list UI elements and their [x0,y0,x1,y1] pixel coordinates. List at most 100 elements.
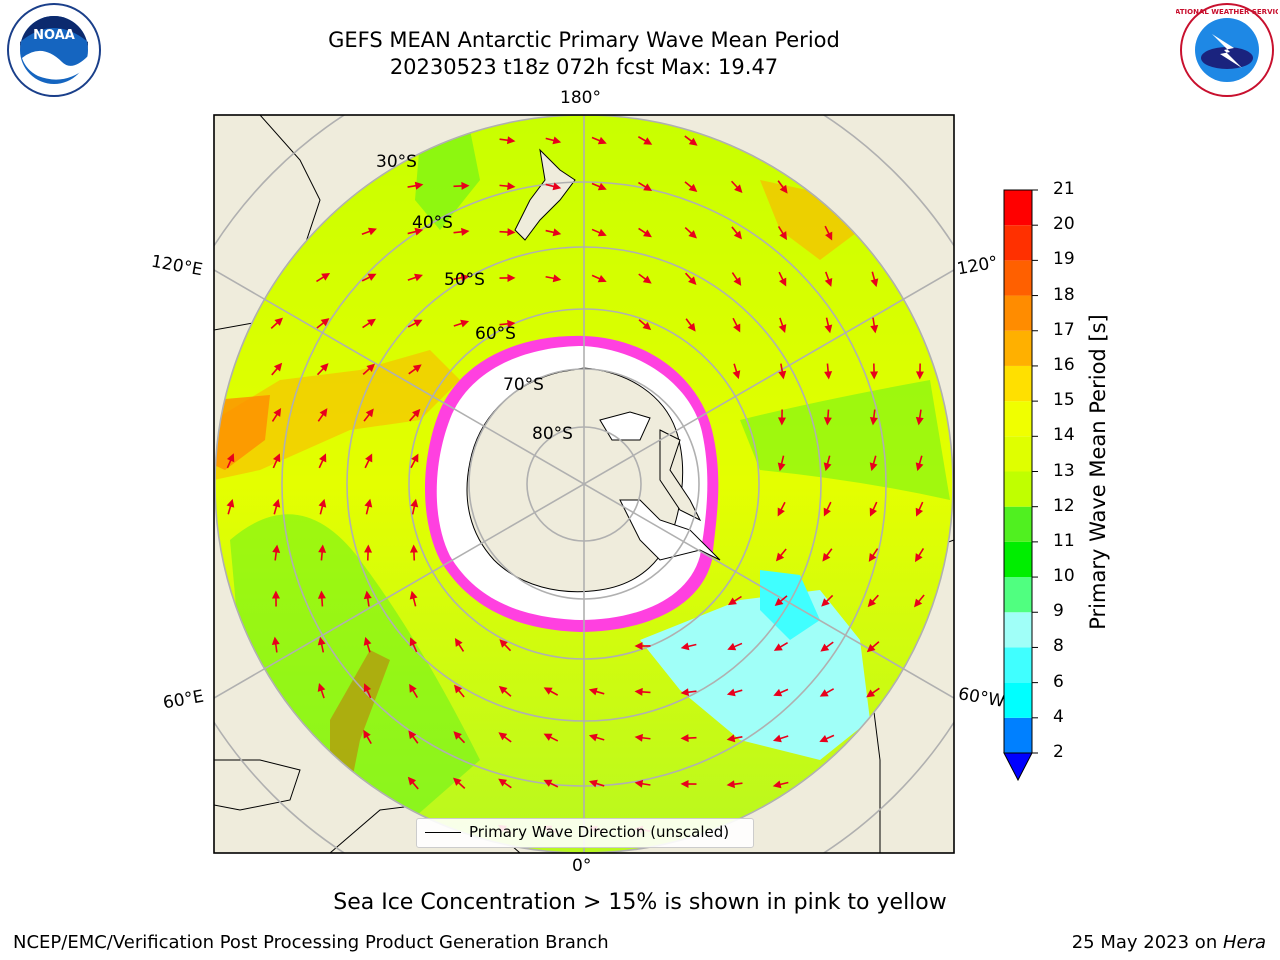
colorbar-tick-label: 12 [1053,495,1075,516]
wave-direction-arrowhead [460,273,470,282]
wave-direction-arrowhead [597,274,607,283]
wave-direction-arrowhead [461,181,470,190]
mid-period-band-north [415,130,480,230]
noaa-logo-text: NOAA [33,28,75,43]
wave-direction-arrowhead [413,319,423,327]
australia-land [214,115,321,331]
colorbar-segment [1004,260,1032,296]
map-title: GEFS MEAN Antarctic Primary Wave Mean Pe… [328,28,840,52]
footer-machine: Hera [1222,932,1266,953]
wave-direction-arrowhead [597,136,607,145]
wave-direction-arrowhead [680,779,689,788]
wave-direction-arrowhead [363,729,371,739]
wave-direction-arrowhead [914,598,923,608]
high-period-band-atlantic [330,650,390,790]
wave-direction-arrowhead [588,687,598,696]
wave-direction-arrowhead [819,689,829,697]
wave-direction-arrowhead [778,370,787,380]
wave-direction-arrowhead [317,590,326,599]
wave-direction-arrowhead [824,278,833,287]
wave-direction-arrowhead [727,597,737,606]
wave-direction-arrowhead [461,227,470,236]
wave-direction-arrowhead [775,552,785,562]
colorbar-segment [1004,225,1032,261]
legend-line-swatch [425,832,461,833]
wave-direction-arrowhead [507,319,516,328]
lon-label-180: 180° [560,88,601,108]
wave-direction-arrowhead [499,639,508,648]
wave-direction-arrowhead [412,408,421,418]
wave-direction-arrowhead [824,324,833,334]
wave-direction-arrowhead [407,776,417,786]
wave-direction-arrowhead [507,273,516,282]
wave-direction-arrowhead [821,598,830,607]
wave-direction-arrowhead [868,553,877,562]
lat-label-60s: 60°S [475,324,516,344]
wave-direction-arrowhead [779,231,788,241]
wave-direction-arrowhead [819,734,829,743]
wave-direction-arrowhead [820,643,830,652]
colorbar-tick-label: 13 [1053,460,1075,481]
wave-direction-arrowhead [643,137,653,145]
wave-direction-arrowhead [454,684,463,694]
wave-direction-arrowhead [319,453,327,463]
footer-left: NCEP/EMC/Verification Post Processing Pr… [13,932,609,953]
wave-direction-arrowhead [870,324,879,334]
wave-direction-arrowhead [734,184,743,193]
mid-period-band-west [230,514,480,830]
low-period-core [760,570,820,640]
wave-direction-arrowhead [367,273,377,281]
wave-direction-arrowhead [320,363,329,372]
colorbar-segment [1004,682,1032,718]
wave-direction-arrowhead [915,462,924,472]
wave-direction-arrowhead [773,688,783,697]
wave-direction-arrowhead [271,590,280,599]
wave-direction-arrowhead [869,462,878,472]
lat-label-40s: 40°S [412,213,453,233]
wave-direction-arrowhead [272,498,281,508]
wave-direction-arrowhead [272,453,281,463]
wave-direction-arrowhead [319,408,328,418]
wave-direction-arrowhead [588,779,598,788]
colorbar-tick-label: 16 [1053,354,1075,375]
wave-direction-arrowhead [460,319,470,328]
sea-ice-note: Sea Ice Concentration > 15% is shown in … [333,890,947,915]
wave-direction-arrowhead [364,544,373,553]
wave-direction-arrowhead [732,370,741,380]
colorbar-segment [1004,612,1032,648]
wave-direction-arrowhead [866,689,876,698]
colorbar-tick-label: 17 [1053,319,1075,340]
wave-direction-arrowhead [777,417,786,426]
wave-direction-arrowhead [680,688,689,697]
wave-direction-arrowhead [867,598,876,608]
wave-direction-arrowhead [772,734,782,743]
colorbar-segment [1004,541,1032,578]
new-zealand-land [514,148,576,241]
wave-direction-arrowhead [552,182,562,191]
wave-direction-arrowhead [414,273,423,282]
wave-direction-arrowhead [412,364,422,373]
colorbar-segment [1004,295,1032,331]
wave-direction-arrowhead [273,407,282,417]
wave-direction-arrowhead [773,643,783,651]
wave-direction-arrowhead [367,318,376,327]
colorbar-segment [1004,330,1032,366]
high-period-band-indian [215,350,460,480]
wave-direction-arrowhead [588,733,598,742]
colorbar-segment [1004,365,1032,402]
wave-direction-arrowhead [364,498,373,508]
ross-ice-shelf [599,411,651,441]
colorbar-tick-label: 2 [1053,742,1064,762]
colorbar-segment [1004,506,1032,542]
wave-direction-arrowhead [506,136,516,145]
low-period-region [640,590,870,760]
wave-direction-arrowhead [411,453,419,463]
antarctic-peninsula [659,429,702,522]
wave-direction-arrowhead [409,590,418,600]
footer-date: 25 May 2023 on [1071,932,1223,953]
wave-direction-arrowhead [777,507,785,517]
wave-direction-arrowhead [498,778,508,787]
wave-direction-arrowhead [365,453,373,463]
wave-direction-arrowhead [507,182,516,191]
madagascar-land [214,759,301,811]
